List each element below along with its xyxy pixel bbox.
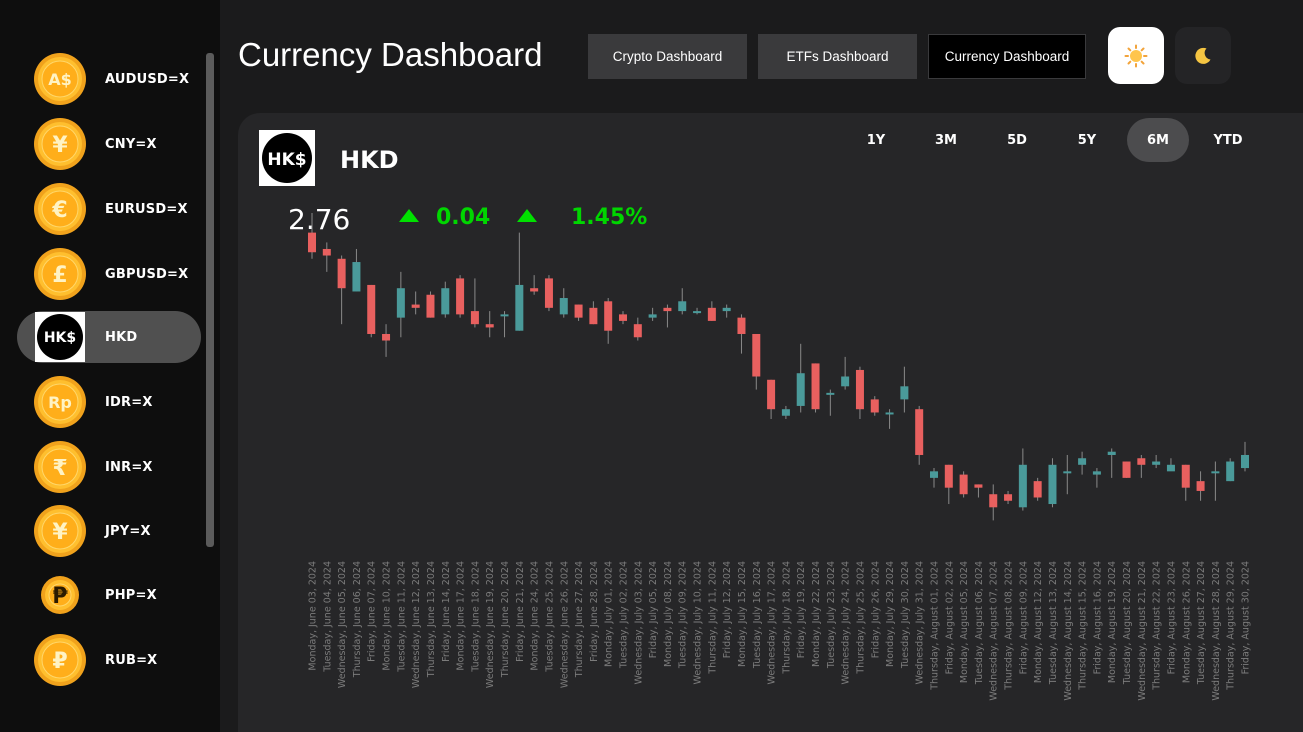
coin-glyph: ₽: [52, 649, 67, 674]
sidebar-item-jpy-x[interactable]: ¥ JPY=X: [17, 505, 201, 557]
hkd-logo-icon: HK$: [34, 311, 86, 363]
current-price: 2.76: [288, 203, 351, 236]
sidebar-scrollbar[interactable]: [206, 53, 214, 547]
sidebar-item-label: INR=X: [105, 459, 153, 475]
sun-icon: [1124, 44, 1148, 67]
coin-glyph: A$: [48, 70, 72, 89]
range-button-3m[interactable]: 3M: [935, 132, 957, 148]
sidebar-item-label: CNY=X: [105, 136, 157, 152]
sidebar: A$ AUDUSD=X ¥ CNY=X € EURUSD=X £ GBPUSD=X HK$ HKD…: [0, 0, 220, 732]
sidebar-item-label: HKD: [105, 329, 138, 345]
currency-dashboard-button[interactable]: Currency Dashboard: [928, 34, 1086, 79]
range-button-6m[interactable]: 6M: [1127, 118, 1189, 162]
chart-card: [238, 113, 1303, 732]
range-button-5y[interactable]: 5Y: [1077, 132, 1097, 148]
up-arrow-icon: [399, 209, 419, 222]
sidebar-item-hkd[interactable]: HK$ HKD: [17, 311, 201, 363]
coin-glyph: ₱: [52, 584, 68, 609]
sidebar-item-label: RUB=X: [105, 652, 158, 668]
sidebar-item-label: GBPUSD=X: [105, 266, 189, 282]
up-arrow-icon: [517, 209, 537, 222]
page-title: Currency Dashboard: [238, 36, 543, 73]
crypto-dashboard-button[interactable]: Crypto Dashboard: [588, 34, 747, 79]
sidebar-item-inr-x[interactable]: ₹ INR=X: [17, 441, 201, 493]
sidebar-item-label: PHP=X: [105, 587, 157, 603]
logo-text: HK$: [267, 150, 306, 170]
sidebar-item-audusd-x[interactable]: A$ AUDUSD=X: [17, 53, 201, 105]
sidebar-item-rub-x[interactable]: ₽ RUB=X: [17, 634, 201, 686]
coin-glyph: ₹: [52, 456, 67, 481]
hkd-logo-icon: HK$: [262, 133, 312, 183]
coin-glyph: €: [51, 198, 67, 223]
sidebar-item-label: JPY=X: [105, 523, 151, 539]
asset-name: HKD: [340, 146, 399, 174]
asset-logo: HK$: [259, 130, 315, 186]
coin-glyph: ¥: [52, 520, 68, 545]
etfs-dashboard-button[interactable]: ETFs Dashboard: [758, 34, 917, 79]
range-button-ytd[interactable]: YTD: [1213, 132, 1243, 148]
aud-coin-icon: A$: [34, 53, 86, 105]
yuan-coin-icon: ¥: [34, 118, 86, 170]
price-change: 0.04: [436, 205, 491, 230]
coin-glyph: HK$: [44, 330, 76, 346]
rupiah-coin-icon: Rp: [34, 376, 86, 428]
range-button-5d[interactable]: 5D: [1007, 132, 1027, 148]
coin-glyph: £: [52, 263, 67, 288]
light-theme-button[interactable]: [1108, 27, 1164, 84]
price-change-percent: 1.45%: [571, 205, 648, 230]
dark-theme-button[interactable]: [1175, 27, 1231, 84]
pound-coin-icon: £: [34, 248, 86, 300]
sidebar-item-label: AUDUSD=X: [105, 71, 190, 87]
sidebar-item-eurusd-x[interactable]: € EURUSD=X: [17, 183, 201, 235]
sidebar-item-php-x[interactable]: ₱ PHP=X: [17, 569, 201, 621]
sidebar-item-label: IDR=X: [105, 394, 153, 410]
rupee-coin-icon: ₹: [34, 441, 86, 493]
range-button-1y[interactable]: 1Y: [866, 132, 886, 148]
sidebar-item-cny-x[interactable]: ¥ CNY=X: [17, 118, 201, 170]
sidebar-item-label: EURUSD=X: [105, 201, 188, 217]
sidebar-item-gbpusd-x[interactable]: £ GBPUSD=X: [17, 248, 201, 300]
sidebar-item-idr-x[interactable]: Rp IDR=X: [17, 376, 201, 428]
coin-glyph: ¥: [52, 133, 68, 158]
yen-coin-icon: ¥: [34, 505, 86, 557]
coin-glyph: Rp: [48, 393, 72, 412]
peso-coin-icon: ₱: [34, 569, 86, 621]
moon-icon: [1195, 47, 1211, 64]
euro-coin-icon: €: [34, 183, 86, 235]
ruble-coin-icon: ₽: [34, 634, 86, 686]
